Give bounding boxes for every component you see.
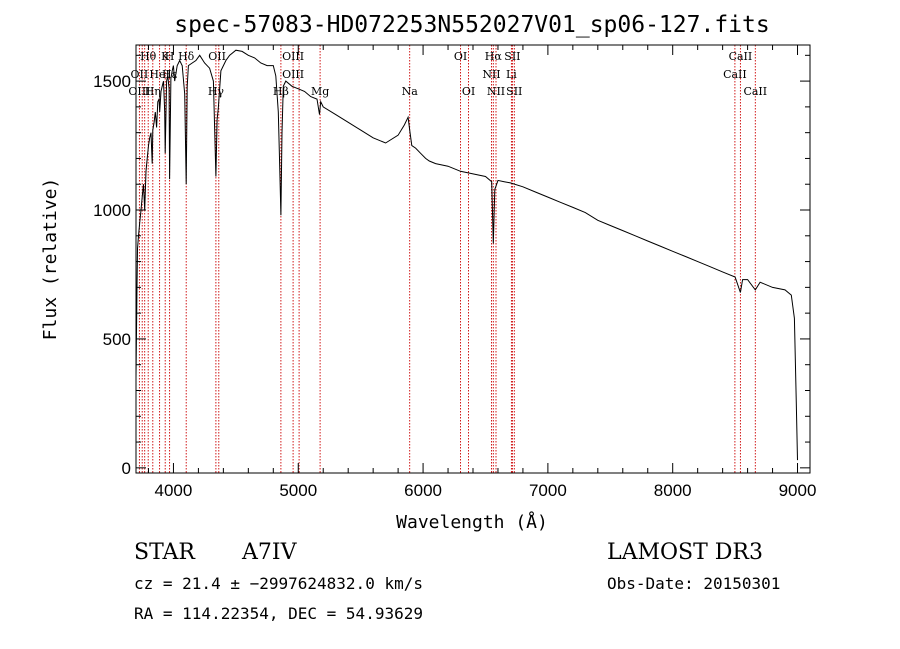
y-tick-label: 0 (122, 459, 131, 478)
x-axis-label: Wavelength (Å) (396, 511, 548, 533)
line-label: OIII (128, 85, 150, 98)
line-label: K (161, 50, 170, 63)
spectral-line-markers (138, 45, 756, 473)
line-label: Li (506, 68, 517, 81)
axis-ticks: 4000 5000 6000 7000 8000 9000 0 500 1000 1500 (93, 45, 816, 500)
y-tick-label: 1000 (93, 201, 131, 220)
line-label: OI (454, 50, 467, 63)
line-label: CaII (723, 68, 747, 81)
line-label: Hα (485, 50, 503, 63)
x-tick-label: 9000 (779, 481, 817, 500)
y-tick-label: 1500 (93, 72, 131, 91)
obs-date: Obs-Date: 20150301 (607, 574, 780, 593)
line-label: OII (131, 68, 149, 81)
line-label: SII (504, 50, 520, 63)
line-label: HeI (149, 68, 169, 81)
object-class: STAR (134, 540, 196, 565)
line-label: Hδ (178, 50, 195, 63)
redshift-text: cz = 21.4 ± −2997624832.0 km/s (134, 574, 423, 593)
plot-frame (135, 44, 811, 474)
object-subclass: A7IV (241, 540, 298, 565)
x-tick-label: 5000 (279, 481, 317, 500)
line-label: NII (487, 85, 505, 98)
line-label: OIII (282, 68, 304, 81)
y-axis-label: Flux (relative) (40, 178, 61, 341)
line-label: Hγ (208, 85, 225, 98)
line-label: Hβ (273, 85, 289, 98)
y-tick-label: 500 (103, 330, 131, 349)
survey-name: LAMOST DR3 (607, 540, 763, 565)
chart-title: spec-57083-HD072253N552027V01_sp06-127.f… (174, 12, 769, 38)
line-label: Na (402, 85, 419, 98)
x-tick-label: 8000 (654, 481, 692, 500)
spectrum-series-line (135, 49, 798, 461)
line-label: SII (506, 85, 522, 98)
line-label: CaII (743, 85, 767, 98)
x-tick-label: 4000 (155, 481, 193, 500)
line-label: OI (462, 85, 475, 98)
line-label: CaII (729, 50, 753, 63)
line-label: OII (208, 50, 226, 63)
coordinates-text: RA = 114.22354, DEC = 54.93629 (134, 604, 423, 623)
line-label: OIII (282, 50, 304, 63)
line-label: Mg (311, 85, 329, 98)
x-tick-label: 7000 (529, 481, 567, 500)
x-tick-label: 6000 (404, 481, 442, 500)
line-label: Hη (145, 85, 161, 98)
line-label: H (165, 50, 175, 63)
line-label: NII (482, 68, 500, 81)
line-label: Hθ (140, 50, 157, 63)
